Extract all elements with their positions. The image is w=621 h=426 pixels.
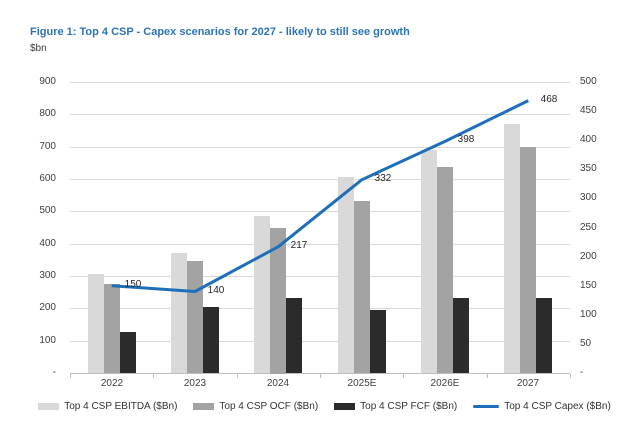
- bar-top-4-csp-fcf-bn--2027: [536, 298, 552, 373]
- x-axis-tick: [487, 374, 488, 378]
- figure-title: Figure 1: Top 4 CSP - Capex scenarios fo…: [30, 26, 410, 38]
- legend-item-top-4-csp-ebitda-bn-: Top 4 CSP EBITDA ($Bn): [38, 401, 177, 412]
- bar-top-4-csp-ebitda-bn--2026e: [421, 150, 437, 373]
- left-axis-tick-label: 400: [39, 238, 56, 249]
- gridline: [70, 341, 570, 342]
- legend-item-top-4-csp-ocf-bn-: Top 4 CSP OCF ($Bn): [193, 401, 318, 412]
- gridline: [70, 147, 570, 148]
- left-axis-tick-label: 100: [39, 335, 56, 346]
- gridline: [70, 308, 570, 309]
- bar-top-4-csp-ocf-bn--2023: [187, 261, 203, 373]
- gridline: [70, 276, 570, 277]
- legend-line-swatch: [473, 404, 500, 408]
- right-axis-tick-label: 400: [580, 134, 597, 145]
- left-axis-tick-label: 500: [39, 205, 56, 216]
- legend-label: Top 4 CSP Capex ($Bn): [504, 400, 611, 412]
- right-axis-tick-label: 200: [580, 251, 597, 262]
- bar-top-4-csp-ebitda-bn--2023: [171, 253, 187, 373]
- right-axis-tick-label: 50: [580, 338, 592, 349]
- right-axis-tick-label: 250: [580, 222, 597, 233]
- left-axis-tick-label: 700: [39, 141, 56, 152]
- right-axis-tick-label: 300: [580, 192, 597, 203]
- bar-top-4-csp-ebitda-bn--2022: [88, 274, 104, 373]
- bar-top-4-csp-ebitda-bn--2025e: [338, 177, 354, 373]
- x-axis-label: 2025E: [347, 378, 377, 389]
- x-axis-label: 2026E: [430, 378, 460, 389]
- bar-top-4-csp-ebitda-bn--2027: [504, 124, 520, 373]
- capex-data-label: 398: [457, 134, 475, 145]
- capex-data-label: 140: [207, 285, 225, 296]
- capex-data-label: 150: [124, 279, 142, 290]
- capex-data-label: 468: [540, 94, 558, 105]
- bar-top-4-csp-fcf-bn--2026e: [453, 298, 469, 373]
- legend-bar-swatch: [334, 402, 356, 410]
- left-axis-tick-label: -: [52, 367, 56, 378]
- x-axis-line: [70, 373, 570, 374]
- left-axis-tick-label: 600: [39, 173, 56, 184]
- right-axis-tick-label: 450: [580, 105, 597, 116]
- bar-top-4-csp-fcf-bn--2025e: [370, 310, 386, 373]
- right-axis-tick-label: 500: [580, 76, 597, 87]
- bar-top-4-csp-ebitda-bn--2024: [254, 216, 270, 373]
- x-axis-tick: [70, 374, 71, 378]
- left-axis-tick-label: 300: [39, 270, 56, 281]
- x-axis-label: 2022: [100, 378, 124, 389]
- bar-top-4-csp-ocf-bn--2022: [104, 284, 120, 373]
- right-axis-tick-label: 350: [580, 163, 597, 174]
- x-axis-tick: [237, 374, 238, 378]
- bar-top-4-csp-ocf-bn--2025e: [354, 201, 370, 373]
- left-axis-tick-label: 900: [39, 76, 56, 87]
- x-axis-label: 2023: [183, 378, 207, 389]
- axis-unit-label: $bn: [30, 43, 47, 54]
- left-axis-tick-label: 200: [39, 302, 56, 313]
- gridline: [70, 244, 570, 245]
- legend-bar-swatch: [38, 402, 60, 410]
- legend-item-top-4-csp-fcf-bn-: Top 4 CSP FCF ($Bn): [334, 401, 457, 412]
- x-axis-tick: [403, 374, 404, 378]
- legend-label: Top 4 CSP FCF ($Bn): [360, 400, 458, 412]
- bar-top-4-csp-fcf-bn--2024: [286, 298, 302, 373]
- x-axis-tick: [320, 374, 321, 378]
- bar-top-4-csp-ocf-bn--2024: [270, 228, 286, 374]
- bar-top-4-csp-fcf-bn--2023: [203, 307, 219, 373]
- gridline: [70, 82, 570, 83]
- legend-label: Top 4 CSP EBITDA ($Bn): [64, 400, 178, 412]
- gridline: [70, 211, 570, 212]
- legend-item-top-4-csp-capex-bn-: Top 4 CSP Capex ($Bn): [473, 401, 611, 412]
- x-axis-label: 2024: [266, 378, 290, 389]
- x-axis-label: 2027: [516, 378, 540, 389]
- right-axis-tick-label: -: [580, 367, 584, 378]
- left-axis-tick-label: 800: [39, 108, 56, 119]
- right-axis-tick-label: 100: [580, 309, 597, 320]
- gridline: [70, 114, 570, 115]
- chart-legend: Top 4 CSP EBITDA ($Bn) Top 4 CSP OCF ($Bn…: [0, 398, 621, 414]
- x-axis-tick: [570, 374, 571, 378]
- capex-data-label: 217: [290, 240, 308, 251]
- gridline: [70, 179, 570, 180]
- bar-top-4-csp-fcf-bn--2022: [120, 332, 136, 373]
- legend-bar-swatch: [193, 402, 215, 410]
- capex-data-label: 332: [374, 173, 392, 184]
- x-axis-tick: [153, 374, 154, 378]
- right-axis-tick-label: 150: [580, 280, 597, 291]
- bar-top-4-csp-ocf-bn--2027: [520, 147, 536, 373]
- bar-top-4-csp-ocf-bn--2026e: [437, 167, 453, 373]
- legend-label: Top 4 CSP OCF ($Bn): [219, 400, 319, 412]
